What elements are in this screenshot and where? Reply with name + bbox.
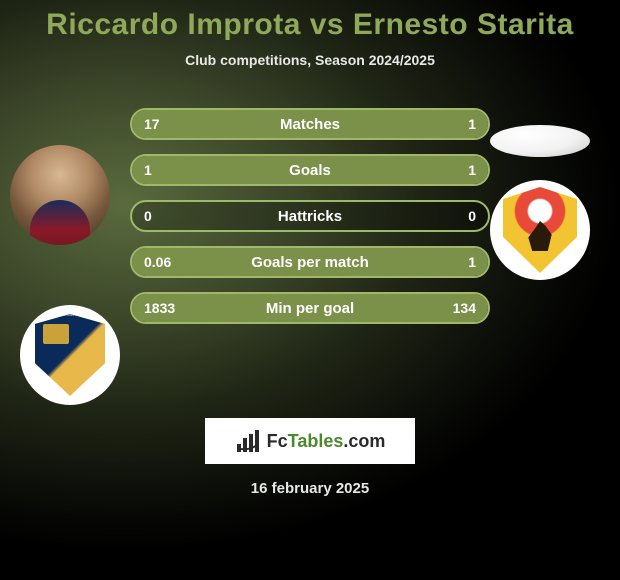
fctables-logo: FcTables.com bbox=[205, 418, 415, 464]
logo-tld: .com bbox=[343, 431, 385, 451]
stat-row: 0Hattricks0 bbox=[130, 200, 490, 232]
infographic-root: Riccardo Improta vs Ernesto Starita Club… bbox=[0, 0, 620, 580]
stat-label: Matches bbox=[132, 116, 488, 133]
season-subtitle: Club competitions, Season 2024/2025 bbox=[0, 52, 620, 68]
logo-suffix: Tables bbox=[288, 431, 344, 451]
snapshot-date: 16 february 2025 bbox=[0, 480, 620, 497]
bar-chart-icon bbox=[235, 430, 261, 452]
stat-value-right: 1 bbox=[468, 116, 476, 132]
stat-row: 17Matches1 bbox=[130, 108, 490, 140]
stat-value-right: 0 bbox=[468, 208, 476, 224]
logo-prefix: Fc bbox=[267, 431, 288, 451]
stat-label: Goals bbox=[132, 162, 488, 179]
comparison-chart: 17Matches11Goals10Hattricks00.06Goals pe… bbox=[0, 108, 620, 388]
stat-value-right: 134 bbox=[453, 300, 476, 316]
stat-row: 0.06Goals per match1 bbox=[130, 246, 490, 278]
stat-value-right: 1 bbox=[468, 254, 476, 270]
logo-text: FcTables.com bbox=[267, 431, 386, 452]
stat-label: Min per goal bbox=[132, 300, 488, 317]
stat-label: Hattricks bbox=[132, 208, 488, 225]
stat-row: 1Goals1 bbox=[130, 154, 490, 186]
stat-value-right: 1 bbox=[468, 162, 476, 178]
stat-label: Goals per match bbox=[132, 254, 488, 271]
page-title: Riccardo Improta vs Ernesto Starita bbox=[0, 0, 620, 42]
stat-row: 1833Min per goal134 bbox=[130, 292, 490, 324]
